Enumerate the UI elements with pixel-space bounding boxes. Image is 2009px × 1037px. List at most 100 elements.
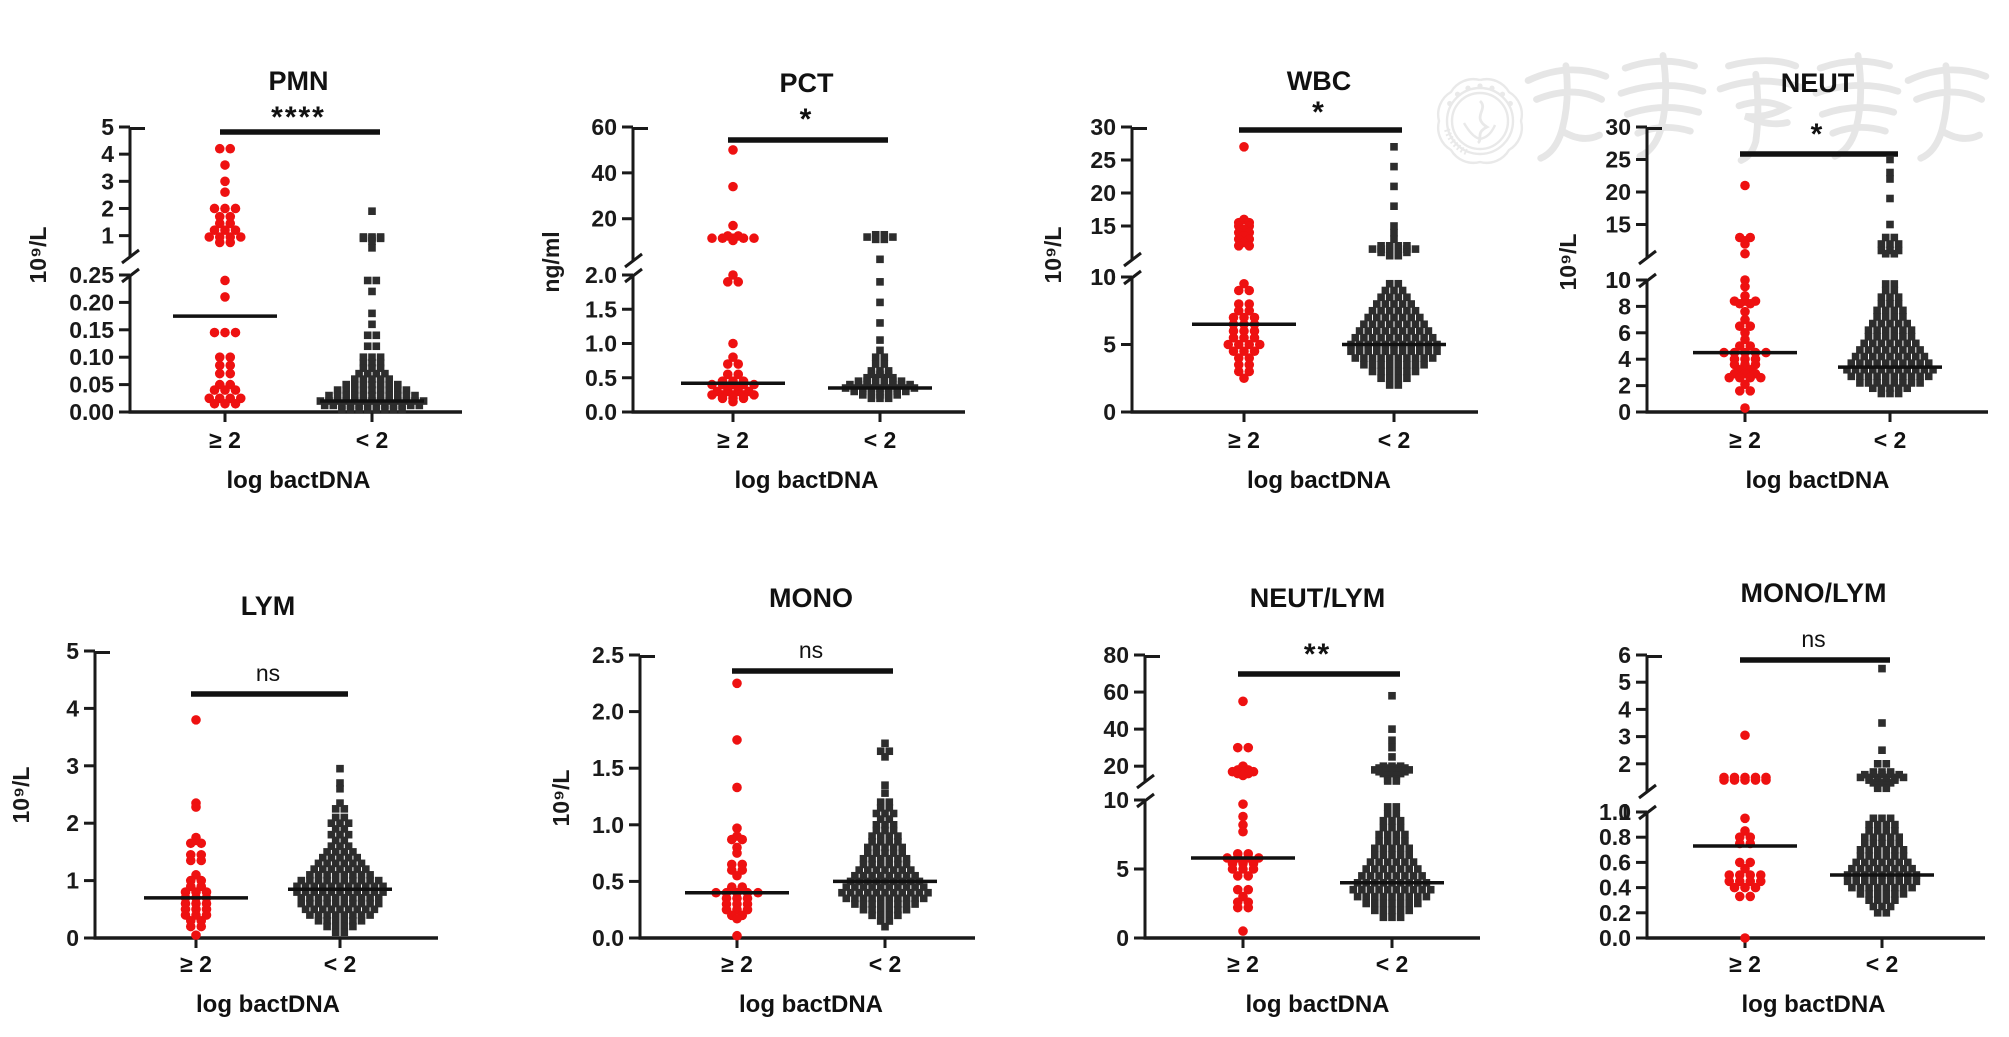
y-tick-label: 3	[101, 168, 114, 194]
y-tick-label: 15	[1605, 212, 1631, 238]
y-tick-label: 5	[101, 114, 114, 140]
y-axis	[638, 655, 655, 938]
series-points-ge2	[707, 145, 759, 407]
y-tick-label: 80	[1103, 642, 1129, 668]
x-category-label: ≥ 2	[1729, 951, 1761, 977]
significance-label: **	[1304, 638, 1331, 671]
plot-lym: 0 1 2 3 4 5 10⁹/L LYM ns ≥ 2 < 2 log bactDNA	[8, 591, 438, 1018]
y-tick-label: 1	[1618, 799, 1631, 825]
y-axis-unit-label: ng/ml	[538, 231, 564, 292]
x-category-label: < 2	[869, 951, 902, 977]
y-tick-label: 40	[1103, 716, 1129, 742]
x-category-label: ≥ 2	[180, 951, 212, 977]
x-axis-label: log bactDNA	[1742, 991, 1886, 1018]
y-tick-label: 0.8	[1599, 824, 1631, 850]
y-tick-label: 2	[1618, 751, 1631, 777]
y-tick-label: 5	[1116, 856, 1129, 882]
watermark	[1437, 52, 1990, 164]
series-points-lt2	[1349, 691, 1435, 922]
y-tick-label: 0.20	[69, 289, 114, 315]
y-tick-label: 1.5	[592, 755, 624, 781]
axis-break-marks	[624, 252, 643, 284]
series-points-lt2	[1843, 664, 1921, 917]
y-tick-label: 0.25	[69, 262, 114, 288]
y-axis	[1645, 127, 1662, 412]
y-axis	[1130, 127, 1147, 412]
series-points-ge2	[1719, 730, 1771, 943]
significance-label: ****	[271, 101, 326, 134]
y-tick-label: 40	[591, 160, 617, 186]
y-tick-label: 0	[1618, 399, 1631, 425]
plot-pct: 0.0 0.5 1.0 1.5 2.0 20 40 60 ng/ml PCT * ≥ 2 < 2 log …	[538, 68, 965, 494]
y-tick-label: 10	[1605, 267, 1631, 293]
y-tick-label: 0.00	[69, 399, 114, 425]
axis-break-marks	[1136, 773, 1155, 809]
y-tick-label: 0.05	[69, 372, 114, 398]
x-axis-label: log bactDNA	[739, 991, 883, 1018]
y-tick-label: 0	[1103, 399, 1116, 425]
y-tick-label: 60	[591, 114, 617, 140]
y-axis-unit-label: 10⁹/L	[25, 227, 51, 284]
x-axis	[128, 410, 462, 422]
x-category-label: ≥ 2	[1729, 427, 1761, 453]
x-axis-label: log bactDNA	[1746, 467, 1890, 494]
y-tick-label: 4	[101, 141, 114, 167]
y-tick-label: 60	[1103, 679, 1129, 705]
y-tick-label: 5	[66, 638, 79, 664]
series-points-ge2	[180, 715, 212, 940]
x-category-label: ≥ 2	[717, 427, 749, 453]
y-tick-label: 4	[1618, 696, 1631, 722]
x-axis-label: log bactDNA	[735, 467, 879, 494]
y-tick-label: 2.5	[592, 642, 624, 668]
significance-label: ns	[1801, 626, 1825, 652]
y-axis	[1645, 655, 1662, 938]
y-tick-label: 0	[66, 925, 79, 951]
y-tick-label: 20	[1090, 180, 1116, 206]
x-axis	[638, 936, 975, 948]
axis-break-marks	[1123, 251, 1142, 286]
y-tick-label: 20	[1605, 179, 1631, 205]
y-tick-label: 3	[66, 753, 79, 779]
significance-annotation: ns	[732, 637, 893, 674]
y-tick-label: 10	[1103, 787, 1129, 813]
plot-title: NEUT	[1781, 68, 1855, 98]
y-tick-labels: 0 1 2 3 4 5	[66, 638, 95, 951]
y-tick-label: 25	[1605, 147, 1631, 173]
y-tick-label: 2	[66, 810, 79, 836]
x-axis-label: log bactDNA	[227, 467, 371, 494]
y-axis-unit-label: 10⁹/L	[1040, 227, 1066, 284]
y-axis-unit-label: 10⁹/L	[8, 767, 34, 824]
y-tick-label: 0.4	[1599, 875, 1631, 901]
x-axis	[1645, 410, 1988, 422]
y-tick-label: 0	[1116, 925, 1129, 951]
significance-annotation: ns	[1740, 626, 1890, 663]
y-tick-label: 20	[1103, 753, 1129, 779]
y-tick-label: 10	[1090, 264, 1116, 290]
plot-title: MONO/LYM	[1740, 578, 1886, 608]
y-tick-labels: 0.0 0.5 1.0 1.5 2.0 20 40 60	[585, 114, 633, 425]
y-tick-labels: 0.0 0.5 1.0 1.5 2.0 2.5	[592, 642, 640, 951]
y-tick-label: 5	[1618, 669, 1631, 695]
y-tick-label: 0.6	[1599, 849, 1631, 875]
y-tick-label: 20	[591, 206, 617, 232]
axis-break-marks	[1638, 249, 1657, 289]
y-tick-label: 2.0	[592, 699, 624, 725]
significance-annotation: *	[728, 103, 888, 143]
x-axis	[1130, 410, 1478, 422]
y-tick-label: 0.5	[585, 365, 617, 391]
y-axis	[93, 651, 110, 938]
y-tick-label: 0.10	[69, 344, 114, 370]
y-tick-label: 15	[1090, 213, 1116, 239]
x-axis-label: log bactDNA	[1246, 991, 1390, 1018]
plot-title: PMN	[269, 66, 329, 96]
x-category-label: < 2	[324, 951, 357, 977]
y-tick-label: 10	[1605, 267, 1631, 293]
y-tick-label: 0.15	[69, 317, 114, 343]
y-tick-label: 6	[1618, 320, 1631, 346]
y-tick-label: 1.0	[592, 812, 624, 838]
